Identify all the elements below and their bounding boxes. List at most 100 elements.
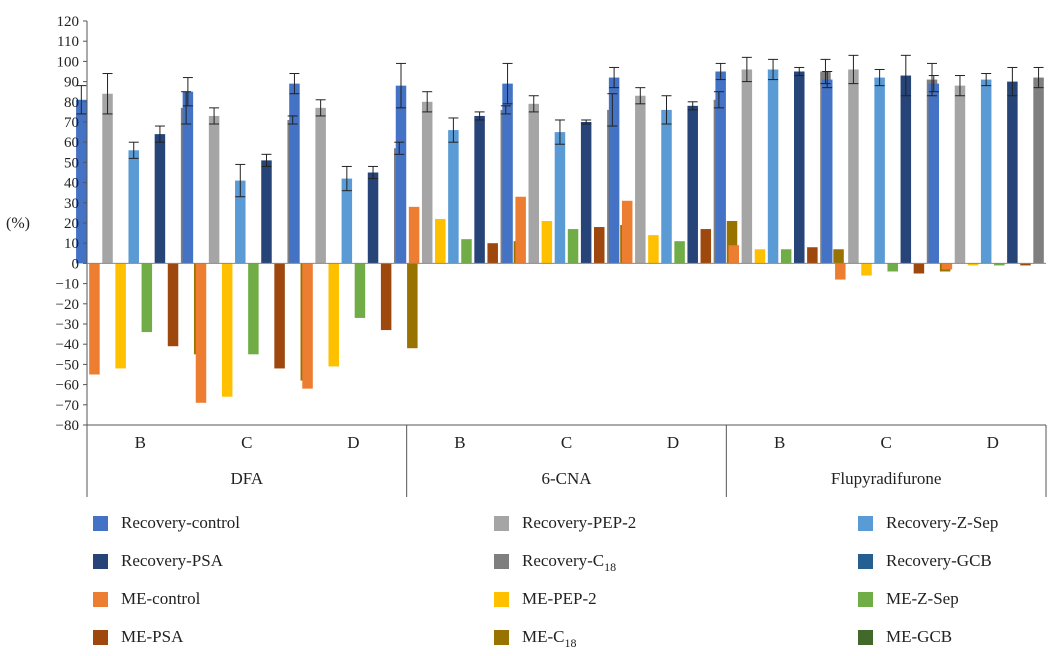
bar-recovery-pep-2 [421, 101, 433, 264]
bar-recovery-z-sep [128, 150, 139, 264]
bar-recovery-control [928, 83, 940, 264]
bar-me-z-sep [674, 241, 685, 264]
bar-me-pep-2 [328, 263, 339, 367]
legend-label: ME-control [121, 589, 201, 608]
y-tick-label: 70 [64, 115, 79, 131]
bar-me-c18 [726, 220, 738, 264]
legend-label: Recovery-GCB [886, 551, 992, 570]
bar-me-z-sep [354, 263, 366, 318]
bar-me-control [941, 263, 953, 270]
bar-me-psa [380, 263, 392, 331]
bar-recovery-z-sep [448, 130, 459, 264]
legend-label: ME-GCB [886, 627, 952, 646]
category-label: D [987, 433, 999, 452]
bar-recovery-psa [474, 115, 485, 264]
bar-me-pep-2 [754, 249, 766, 264]
bar-me-z-sep [248, 263, 259, 355]
y-tick-label: 120 [57, 14, 80, 30]
bar-recovery-pep-2 [315, 107, 326, 264]
y-tick-label: −50 [56, 357, 79, 373]
legend-label: ME-PSA [121, 627, 184, 646]
category-label: B [454, 433, 465, 452]
bar-recovery-psa [794, 71, 805, 264]
bar-me-psa [594, 227, 605, 264]
y-tick-label: 0 [72, 256, 80, 272]
bar-recovery-pep-2 [741, 69, 753, 264]
bar-recovery-control [289, 83, 300, 264]
bar-me-psa [1020, 263, 1031, 266]
bar-recovery-control [76, 99, 87, 264]
legend-swatch [494, 630, 509, 645]
bar-recovery-pep-2 [635, 95, 646, 264]
legend: Recovery-control Recovery-PEP-2 Recovery-Z… [93, 513, 998, 650]
bar-me-control [195, 263, 207, 403]
bar-me-psa [274, 263, 285, 369]
legend-swatch [93, 630, 108, 645]
bar-me-control [515, 196, 526, 264]
bar-recovery-control [715, 71, 726, 264]
bar-me-z-sep [141, 263, 153, 333]
y-tick-label: −70 [56, 398, 79, 414]
legend-label: Recovery-C18 [522, 551, 616, 574]
bar-recovery-z-sep [554, 132, 566, 264]
axes: −80 −70 −60 −50 −40 −30 −20 −10 0 10 20 30 40 50 60 70 8… [6, 14, 1047, 497]
y-tick-label: −20 [56, 297, 79, 313]
y-tick-label: 30 [64, 196, 79, 212]
bar-recovery-psa [900, 75, 912, 264]
y-tick-label: −60 [56, 378, 79, 394]
legend-label: Recovery-Z-Sep [886, 513, 998, 532]
y-tick-label: 50 [64, 155, 79, 171]
bar-me-control [621, 200, 633, 264]
category-label: C [241, 433, 252, 452]
y-tick-label: −30 [56, 317, 79, 333]
legend-swatch [494, 592, 509, 607]
bar-recovery-psa [687, 105, 698, 264]
legend-label: Recovery-control [121, 513, 240, 532]
bar-me-pep-2 [648, 235, 659, 264]
legend-swatch [858, 554, 873, 569]
bar-recovery-pep-2 [848, 69, 859, 264]
legend-swatch [494, 554, 509, 569]
legend-swatch [93, 516, 108, 531]
y-tick-label: 20 [64, 216, 79, 232]
bar-me-c18 [407, 263, 418, 349]
legend-swatch [858, 630, 873, 645]
legend-swatch [494, 516, 509, 531]
group-label: DFA [230, 469, 263, 488]
bar-recovery-psa [367, 172, 379, 264]
bar-me-control [302, 263, 313, 389]
bar-recovery-psa [1007, 81, 1018, 264]
y-tick-label: 100 [57, 54, 80, 70]
bar-me-z-sep [887, 263, 898, 272]
bar-me-psa [167, 263, 179, 347]
bar-recovery-control [608, 77, 620, 264]
bars [76, 69, 1044, 403]
bar-me-pep-2 [967, 263, 979, 266]
legend-label: Recovery-PSA [121, 551, 224, 570]
legend-swatch [858, 516, 873, 531]
bar-me-pep-2 [435, 218, 446, 264]
bar-me-control [89, 263, 100, 375]
bar-recovery-psa [261, 160, 272, 264]
group-label: Flupyradifurone [831, 469, 941, 488]
bar-me-pep-2 [861, 263, 872, 276]
category-label: B [135, 433, 146, 452]
bar-me-control [835, 263, 846, 280]
category-label: D [347, 433, 359, 452]
y-tick-label: −80 [56, 418, 79, 434]
bar-recovery-c18 [1033, 77, 1044, 264]
legend-swatch [93, 554, 108, 569]
y-tick-label: 40 [64, 176, 79, 192]
category-label: C [880, 433, 891, 452]
bar-recovery-psa [154, 134, 166, 264]
legend-label: ME-Z-Sep [886, 589, 959, 608]
bar-recovery-pep-2 [102, 93, 113, 264]
bar-recovery-control [821, 79, 833, 264]
legend-label: ME-C18 [522, 627, 577, 650]
legend-swatch [93, 592, 108, 607]
bar-recovery-z-sep [341, 178, 353, 264]
bar-me-psa [487, 243, 498, 264]
y-tick-label: 90 [64, 75, 79, 91]
bar-recovery-pep-2 [528, 103, 539, 264]
bar-recovery-pep-2 [208, 115, 220, 264]
